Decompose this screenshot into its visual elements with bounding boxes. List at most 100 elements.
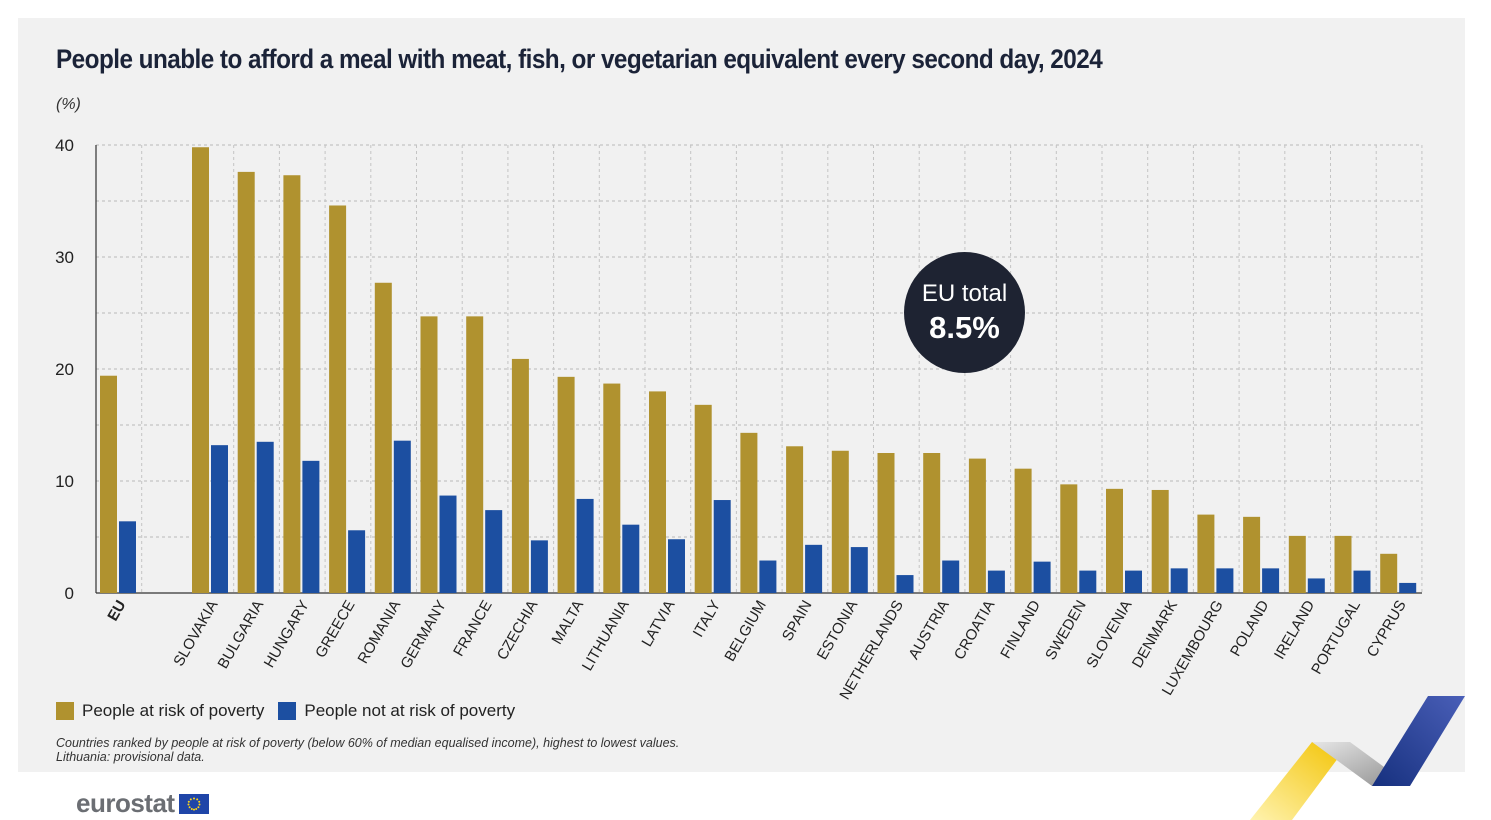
bar-at-risk-italy (694, 404, 712, 593)
bar-not-at-risk-finland (1033, 561, 1051, 593)
bar-at-risk-netherlands (877, 453, 895, 593)
x-tick-label: EU (104, 598, 129, 625)
y-tick-label: 10 (55, 472, 74, 491)
bar-at-risk-bulgaria (237, 171, 255, 593)
bar-at-risk-france (466, 316, 484, 593)
bar-not-at-risk-france (485, 510, 503, 593)
eu-total-bubble: EU total 8.5% (904, 252, 1025, 373)
bar-not-at-risk-italy (713, 500, 731, 593)
bar-at-risk-portugal (1334, 535, 1352, 593)
x-tick-label: MALTA (548, 598, 587, 648)
bar-not-at-risk-hungary (302, 460, 320, 593)
bar-at-risk-malta (557, 376, 575, 593)
bar-not-at-risk-croatia (987, 570, 1005, 593)
bar-not-at-risk-germany (439, 495, 457, 593)
bar-not-at-risk-estonia (850, 547, 868, 593)
y-tick-label: 40 (55, 136, 74, 155)
x-tick-label: GERMANY (397, 598, 450, 672)
bar-at-risk-germany (420, 316, 438, 593)
legend-label-not-at-risk: People not at risk of poverty (304, 701, 516, 720)
bar-not-at-risk-cyprus (1399, 582, 1417, 593)
x-tick-label: GREECE (312, 598, 358, 661)
bar-at-risk-estonia (831, 450, 849, 593)
bar-not-at-risk-czechia (530, 540, 548, 593)
logo-wordmark: eurostat (76, 788, 175, 818)
x-tick-label: POLAND (1227, 597, 1273, 659)
bar-at-risk-spain (786, 446, 804, 593)
bar-at-risk-hungary (283, 175, 301, 594)
bar-at-risk-poland (1243, 516, 1261, 593)
bar-not-at-risk-belgium (759, 560, 777, 593)
bar-not-at-risk-lithuania (622, 524, 640, 593)
legend-label-at-risk: People at risk of poverty (82, 701, 265, 720)
y-tick-label: 30 (55, 248, 74, 267)
bar-at-risk-finland (1014, 468, 1032, 593)
x-tick-label: LATVIA (638, 598, 678, 650)
x-tick-label: LITHUANIA (579, 598, 633, 674)
bar-at-risk-denmark (1151, 489, 1169, 593)
x-tick-label: CYPRUS (1364, 598, 1410, 661)
chart-panel (18, 18, 1465, 772)
x-tick-label: SLOVAKIA (170, 598, 221, 670)
bar-at-risk-ireland (1288, 535, 1306, 593)
bar-not-at-risk-ireland (1307, 578, 1325, 593)
x-tick-label: CZECHIA (494, 598, 542, 664)
x-tick-label: SPAIN (779, 598, 816, 645)
footnote-lithuania: Lithuania: provisional data. (56, 750, 205, 764)
bar-at-risk-cyprus (1380, 553, 1398, 593)
bar-at-risk-slovakia (192, 147, 209, 594)
y-axis-ticks: 0 10 20 30 40 (55, 136, 74, 603)
bar-at-risk-sweden (1060, 484, 1078, 593)
bars (100, 147, 1417, 594)
x-tick-label: ITALY (690, 598, 724, 641)
bar-at-risk-slovenia (1106, 488, 1123, 593)
bar-not-at-risk-romania (393, 440, 411, 593)
bar-at-risk-latvia (649, 391, 666, 593)
eurostat-logo: eurostat (76, 788, 209, 819)
x-tick-label: BULGARIA (215, 598, 268, 672)
bar-at-risk-czechia (511, 358, 529, 593)
x-tick-label: IRELAND (1271, 597, 1318, 662)
legend-swatch-not-at-risk (278, 702, 297, 720)
x-tick-label: FRANCE (450, 598, 496, 660)
bar-not-at-risk-poland (1262, 568, 1280, 593)
y-tick-label: 0 (65, 584, 74, 603)
bar-at-risk-lithuania (603, 383, 621, 593)
decorative-corner-graphic (1250, 696, 1465, 820)
x-tick-label: ESTONIA (814, 598, 862, 663)
bar-not-at-risk-latvia (668, 539, 685, 593)
bar-not-at-risk-spain (805, 544, 823, 593)
bar-at-risk-croatia (968, 458, 986, 593)
x-tick-label: HUNGARY (261, 598, 313, 671)
legend-swatch-at-risk (56, 702, 74, 720)
legend-item-at-risk: People at risk of poverty (56, 701, 264, 721)
bar-not-at-risk-luxembourg (1216, 568, 1234, 593)
deco-blue-stripe (1372, 696, 1465, 786)
y-tick-label: 20 (55, 360, 74, 379)
deco-yellow-stripe (1250, 742, 1350, 820)
bar-at-risk-greece (329, 205, 347, 594)
bar-not-at-risk-sweden (1079, 570, 1097, 593)
eu-total-label: EU total (921, 279, 1008, 307)
x-tick-label: ROMANIA (355, 598, 405, 667)
eu-total-value: 8.5% (929, 309, 1000, 345)
bar-not-at-risk-portugal (1353, 570, 1371, 593)
footnote-ranking: Countries ranked by people at risk of po… (56, 736, 680, 750)
bar-not-at-risk-slovakia (211, 445, 228, 593)
bar-not-at-risk-greece (348, 530, 366, 593)
unit-label: (%) (56, 96, 81, 113)
x-tick-label: DENMARK (1129, 598, 1181, 671)
x-tick-label: SLOVENIA (1083, 598, 1135, 671)
x-tick-label: BELGIUM (721, 598, 769, 665)
bar-not-at-risk-netherlands (896, 575, 914, 593)
bar-not-at-risk-eu (119, 521, 136, 593)
eu-flag-icon (178, 793, 209, 814)
legend: People at risk of poverty People not at … (56, 701, 529, 721)
bar-not-at-risk-austria (942, 560, 960, 593)
footnotes: Countries ranked by people at risk of po… (56, 736, 679, 764)
bar-not-at-risk-denmark (1170, 568, 1188, 593)
grid-lines (95, 144, 1423, 594)
bar-not-at-risk-slovenia (1125, 570, 1142, 593)
